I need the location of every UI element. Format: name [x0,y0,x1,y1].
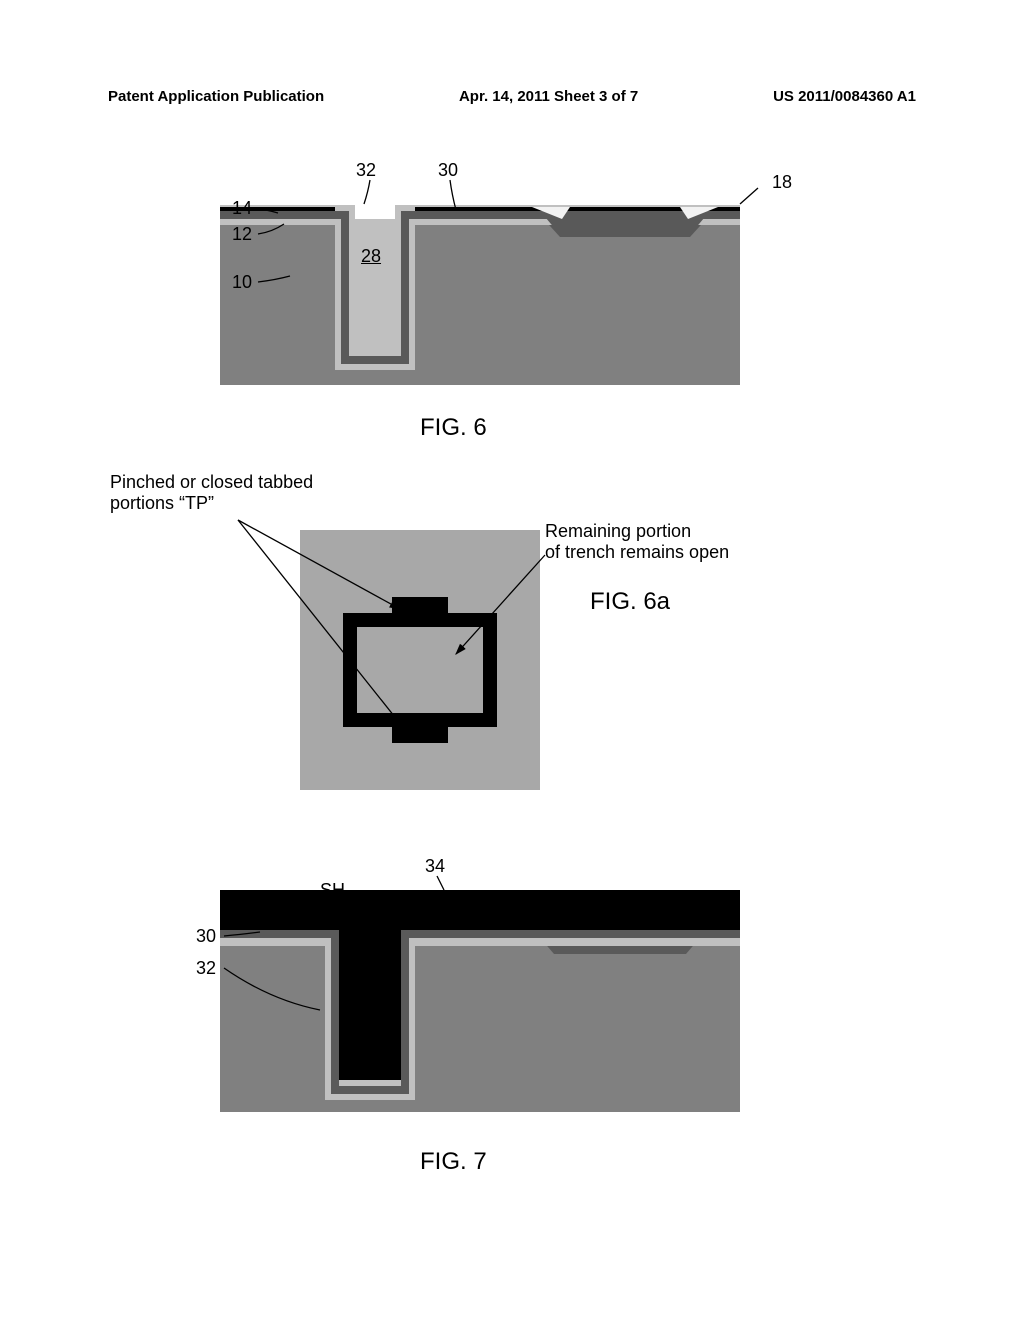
label-sh: SH [320,880,345,901]
fig7-diagram [0,0,1024,1200]
label-32-fig7: 32 [196,958,216,979]
label-34: 34 [425,856,445,877]
fig7-caption: FIG. 7 [420,1148,487,1176]
label-30-fig7: 30 [196,926,216,947]
